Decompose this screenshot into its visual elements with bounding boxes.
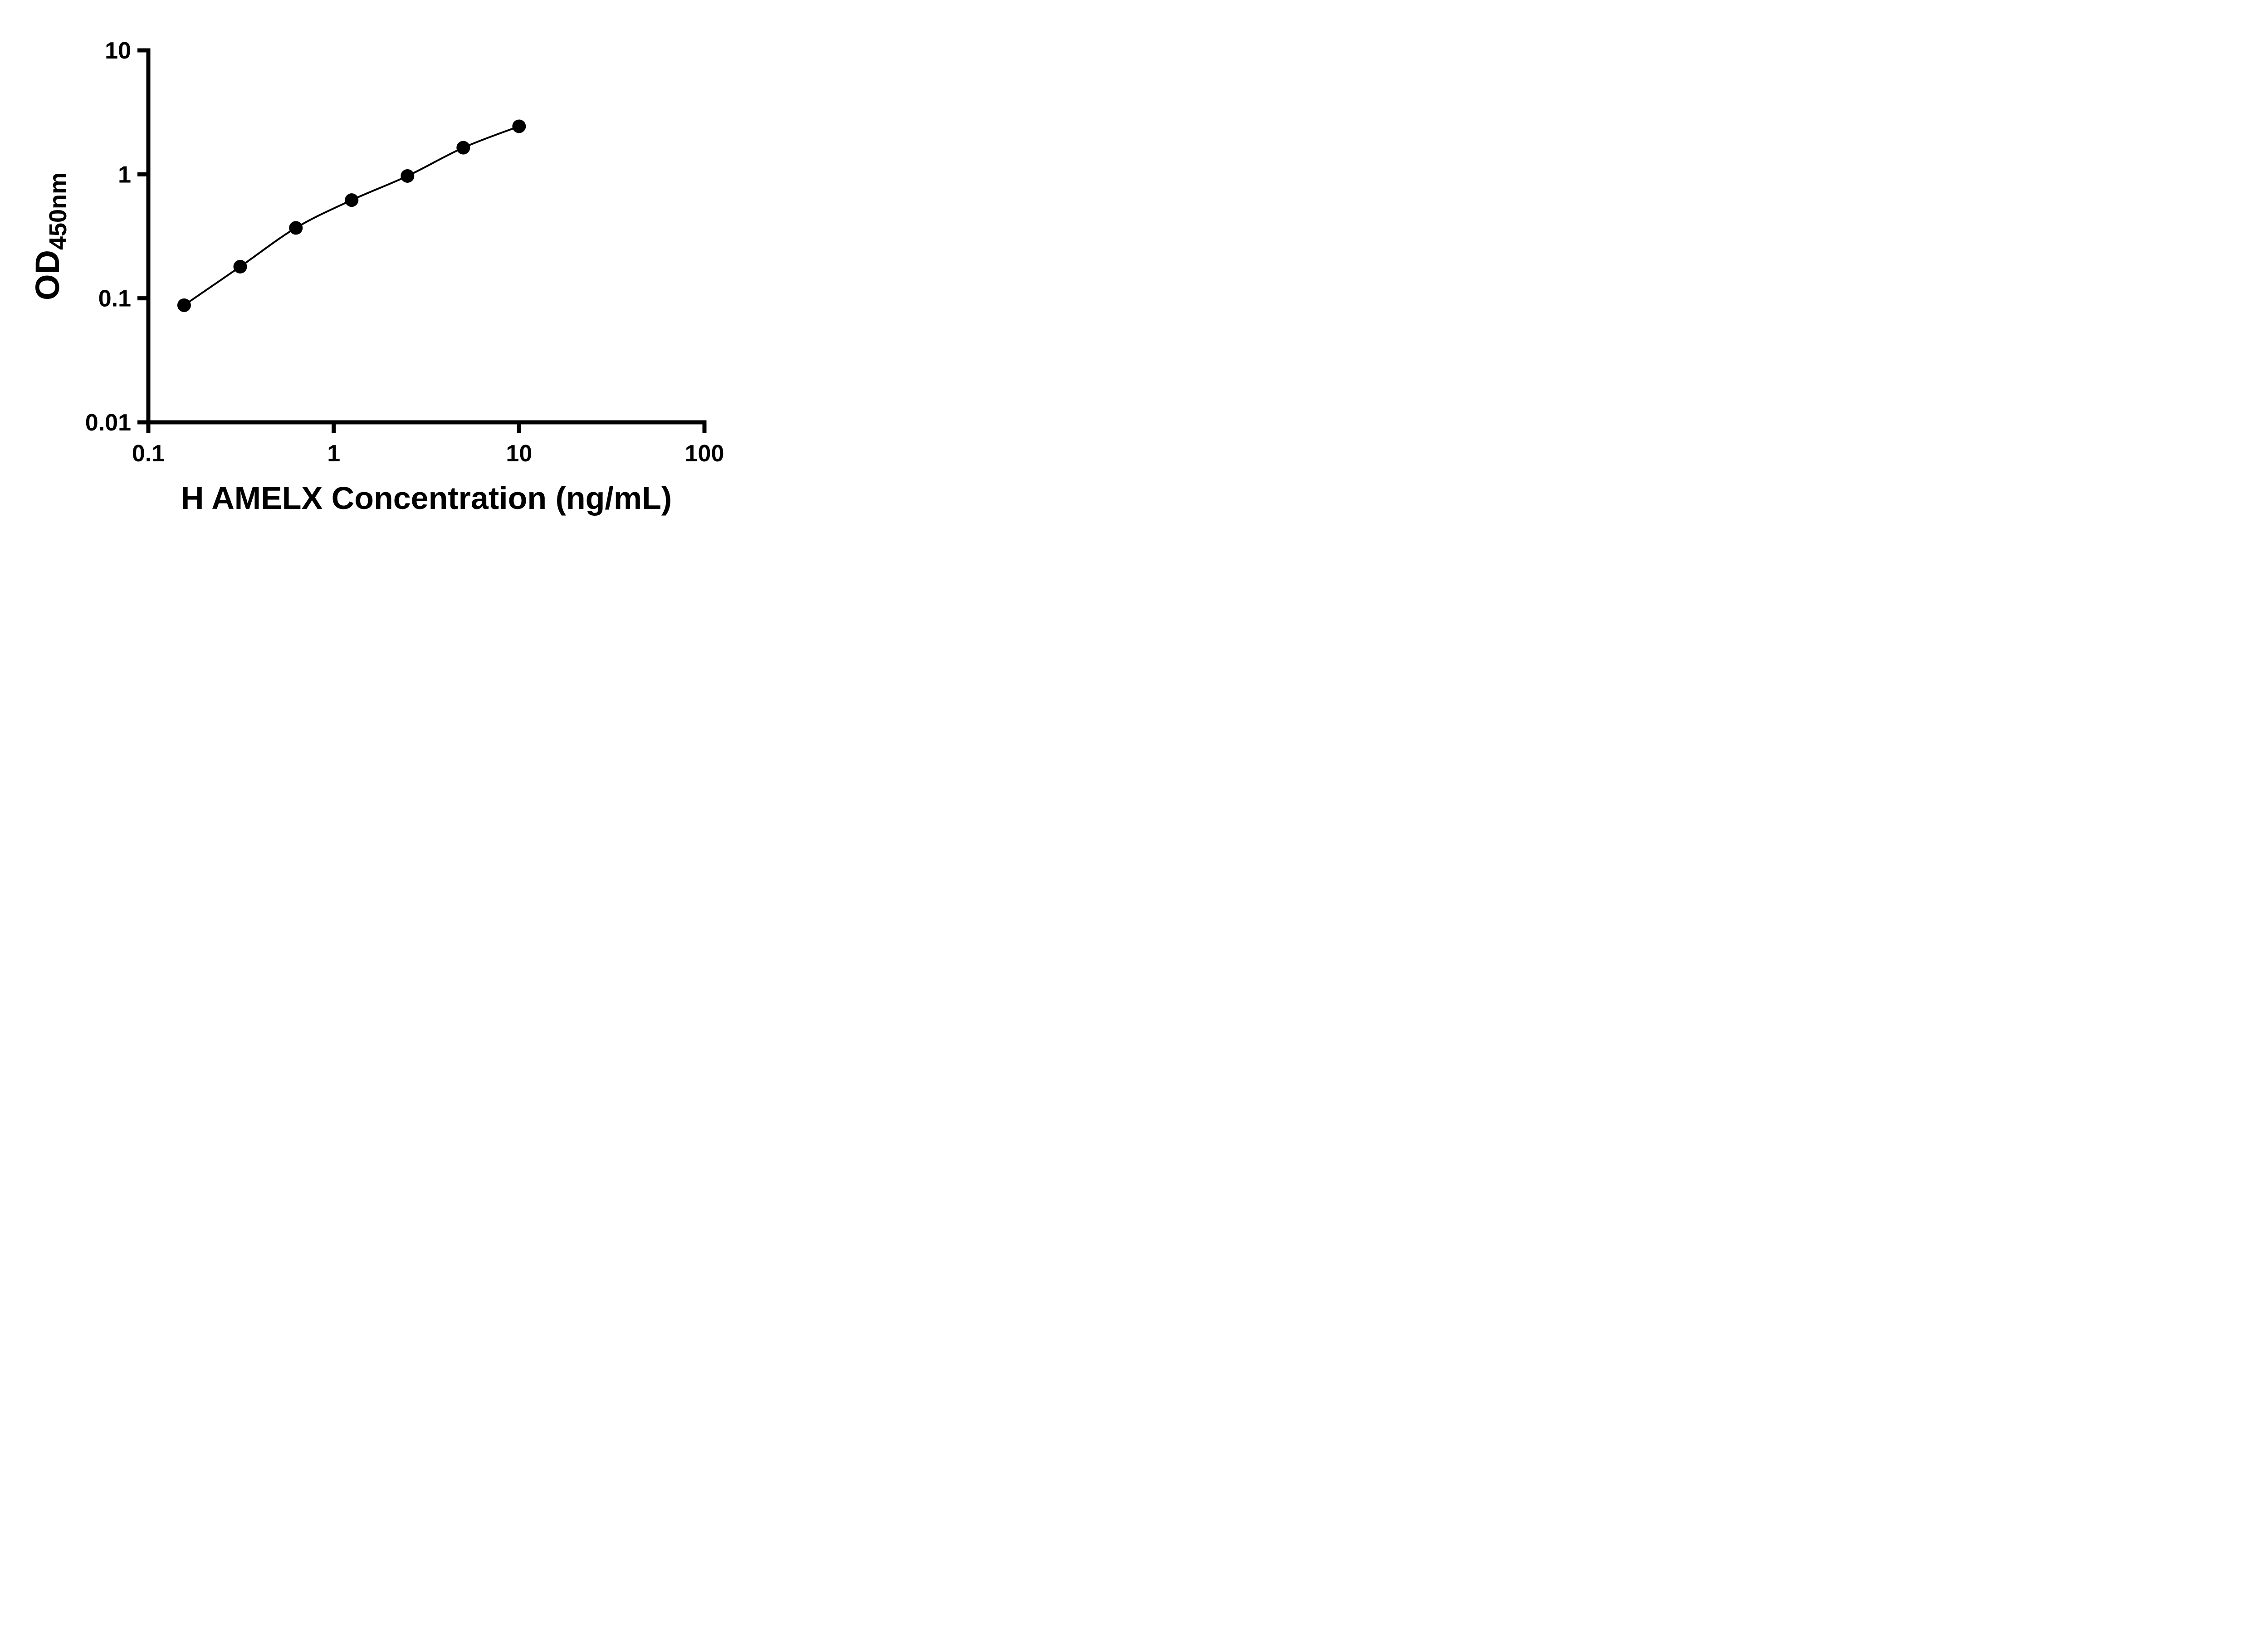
data-point-marker xyxy=(512,119,526,133)
y-axis-title-sub: 450nm xyxy=(44,172,72,250)
y-tick-label: 1 xyxy=(118,161,131,188)
x-tick-label: 0.1 xyxy=(132,440,165,467)
y-tick-label: 10 xyxy=(105,38,131,64)
x-tick-label: 1 xyxy=(327,440,340,467)
y-tick-label: 0.1 xyxy=(98,286,131,312)
y-tick-label: 0.01 xyxy=(85,410,131,436)
axes xyxy=(146,48,707,425)
x-axis-title: H AMELX Concentration (ng/mL) xyxy=(181,480,672,516)
data-point-marker xyxy=(233,259,247,274)
chart-figure: 0.1 1 10 100 0.01 0.1 1 10 H AMELX Concentratio… xyxy=(0,0,777,544)
data-point-marker xyxy=(289,221,303,235)
data-point-marker xyxy=(177,298,191,312)
data-point-marker xyxy=(345,193,359,207)
fit-curve xyxy=(183,125,520,306)
x-tick-label: 100 xyxy=(685,440,724,467)
data-point-marker xyxy=(401,169,415,183)
data-point-marker xyxy=(456,141,470,155)
y-axis-title-main: OD xyxy=(29,250,66,300)
x-tick-label: 10 xyxy=(506,440,532,467)
y-axis-title: OD450nm xyxy=(29,172,72,300)
